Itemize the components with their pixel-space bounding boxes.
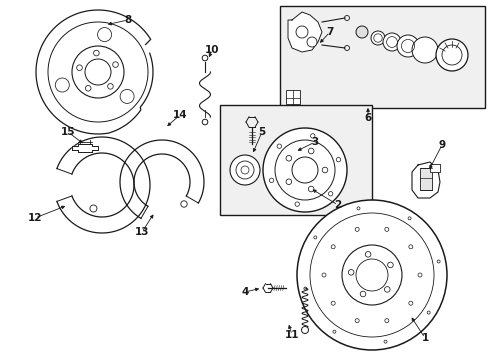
Circle shape — [435, 39, 467, 71]
Circle shape — [308, 148, 313, 154]
Text: 14: 14 — [172, 110, 187, 120]
Circle shape — [322, 167, 327, 173]
Text: 8: 8 — [124, 15, 131, 25]
Circle shape — [285, 156, 291, 161]
Text: 4: 4 — [241, 287, 248, 297]
Circle shape — [263, 128, 346, 212]
Circle shape — [396, 35, 418, 57]
Circle shape — [301, 327, 308, 333]
Text: 12: 12 — [28, 213, 42, 223]
Text: 7: 7 — [325, 27, 333, 37]
Circle shape — [296, 200, 446, 350]
Circle shape — [382, 33, 400, 51]
Bar — [429, 164, 439, 172]
Circle shape — [285, 179, 291, 185]
Polygon shape — [120, 140, 203, 219]
Circle shape — [229, 155, 260, 185]
Bar — [419, 168, 431, 190]
Text: 3: 3 — [311, 137, 318, 147]
Text: 5: 5 — [258, 127, 265, 137]
Text: 15: 15 — [61, 127, 75, 137]
Bar — [280, 6, 484, 108]
Bar — [220, 105, 371, 215]
Text: 11: 11 — [284, 330, 299, 340]
Bar — [285, 90, 299, 104]
Polygon shape — [287, 12, 321, 52]
Circle shape — [370, 31, 384, 45]
Text: 13: 13 — [135, 227, 149, 237]
Circle shape — [236, 161, 253, 179]
Text: 2: 2 — [334, 200, 341, 210]
Circle shape — [308, 186, 313, 192]
Polygon shape — [57, 137, 150, 233]
Text: 9: 9 — [438, 140, 445, 150]
Circle shape — [355, 26, 367, 38]
Circle shape — [306, 37, 316, 47]
Circle shape — [411, 37, 437, 63]
Text: 6: 6 — [364, 113, 371, 123]
Text: 1: 1 — [421, 333, 428, 343]
Polygon shape — [72, 144, 98, 152]
Circle shape — [295, 26, 307, 38]
Text: 10: 10 — [204, 45, 219, 55]
Polygon shape — [411, 162, 439, 198]
